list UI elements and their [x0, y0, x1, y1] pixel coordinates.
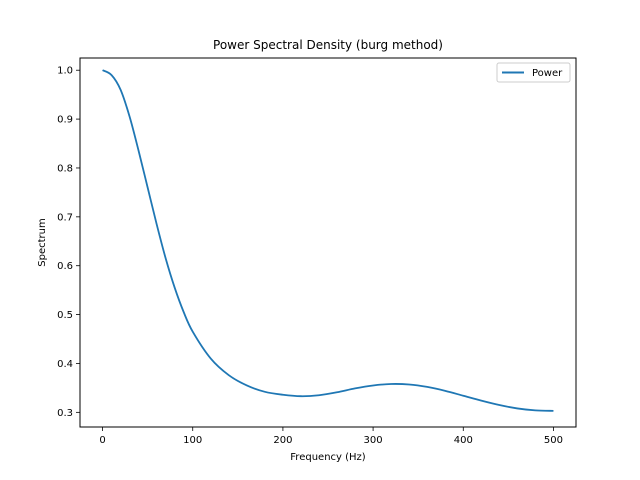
y-tick-label: 0.9 — [57, 115, 73, 126]
y-tick-label: 0.5 — [57, 310, 73, 321]
y-tick-label: 0.6 — [57, 261, 73, 272]
legend-box — [496, 62, 571, 83]
x-tick-label: 100 — [183, 435, 202, 446]
x-tick-label: 300 — [364, 435, 383, 446]
x-axis-label: Frequency (Hz) — [290, 452, 366, 463]
legend-label-power: Power — [532, 68, 563, 79]
x-tick-label: 400 — [454, 435, 473, 446]
y-axis-label: Spectrum — [37, 218, 48, 266]
axes-frame — [79, 57, 577, 428]
y-tick-label: 0.7 — [57, 212, 73, 223]
plot-area — [102, 69, 554, 412]
y-axis: 0.3 0.4 0.5 0.6 0.7 0.8 0.9 1.0 — [57, 66, 80, 419]
x-tick-label: 500 — [544, 435, 563, 446]
y-tick-label: 0.8 — [57, 163, 73, 174]
chart-title: Power Spectral Density (burg method) — [213, 38, 443, 52]
x-tick-label: 200 — [273, 435, 292, 446]
y-tick-label: 1.0 — [57, 66, 73, 77]
y-tick-label: 0.3 — [57, 408, 73, 419]
x-tick-label: 0 — [99, 435, 105, 446]
series-line-power — [102, 69, 554, 412]
x-axis: 0 100 200 300 400 500 — [99, 427, 563, 446]
legend: Power — [496, 62, 571, 83]
y-tick-label: 0.4 — [57, 359, 73, 370]
